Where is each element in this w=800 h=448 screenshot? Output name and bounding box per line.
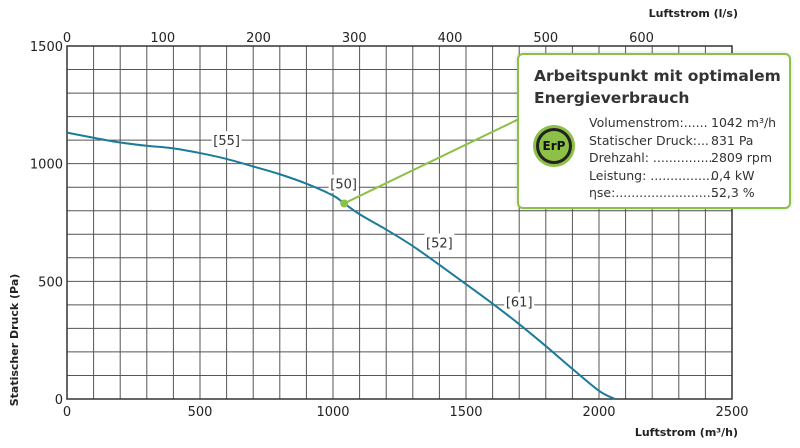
spec-label: Volumenstrom:......	[589, 115, 708, 130]
operating-point-leader-line	[343, 118, 520, 205]
curve-labels: [55] [50] [52] [61]	[211, 131, 535, 311]
spec-row-leistung: Leistung: .................0,4 kW	[589, 168, 789, 186]
y-axis-title: Statischer Druck (Pa)	[8, 274, 21, 407]
operating-point-layer	[340, 118, 520, 208]
x2-tick-label: 300	[342, 31, 367, 46]
curve-label-bg	[424, 233, 455, 252]
x2-tick-label: 500	[533, 31, 558, 46]
y-tick-label: 500	[38, 275, 63, 290]
curve-label-bg	[328, 174, 359, 193]
curve-label: [61]	[506, 295, 533, 310]
spec-row-statischer-druck: Statischer Druck:... 831 Pa	[589, 133, 789, 151]
y-tick-label: 1000	[30, 158, 63, 173]
plot-frame	[66, 45, 733, 400]
x2-axis-title: Luftstrom (l/s)	[649, 7, 738, 20]
operating-point-marker	[340, 199, 349, 208]
x-tick-label: 0	[63, 405, 71, 420]
spec-row-volumenstrom: Volumenstrom:...... 1042 m³/h	[589, 115, 789, 133]
curve-label: [50]	[330, 178, 357, 193]
curve-label: [55]	[213, 134, 240, 149]
x2-tick-label: 400	[438, 31, 463, 46]
operating-point-info-box: Arbeitspunkt mit optimalem Energieverbra…	[517, 53, 791, 209]
curve-label-bg	[504, 292, 535, 311]
spec-label: Drehzahl: ...............	[589, 150, 713, 165]
spec-label: Statischer Druck:...	[589, 132, 709, 148]
spec-value: 831 Pa	[711, 132, 754, 148]
spec-list: Volumenstrom:...... 1042 m³/h Statischer …	[589, 115, 789, 203]
curve-label-bg	[211, 131, 242, 150]
spec-value: 52,3 %	[711, 185, 755, 200]
erp-badge-label: ErP	[539, 131, 569, 161]
x-axis-title: Luftstrom (m³/h)	[635, 426, 738, 439]
axis-titles: Luftstrom (m³/h) Luftstrom (l/s) Statisc…	[8, 7, 738, 439]
x-tick-label: 2500	[715, 405, 748, 420]
spec-value: 1042 m³/h	[711, 115, 777, 130]
y-tick-label: 1500	[30, 40, 63, 55]
curve-label: [52]	[426, 237, 453, 252]
x-tick-label: 1500	[449, 405, 482, 420]
x2-tick-label: 100	[150, 31, 175, 46]
spec-value: 0,4 kW	[711, 167, 755, 183]
x2-tick-label: 0	[63, 31, 71, 46]
spec-row-efficiency: ηse:............................52,3 %	[589, 185, 789, 203]
erp-badge-icon: ErP	[533, 125, 575, 167]
info-title: Arbeitspunkt mit optimalem Energieverbra…	[534, 67, 781, 107]
spec-row-drehzahl: Drehzahl: ...............2809 rpm	[589, 150, 789, 168]
x-tick-label: 1000	[316, 405, 349, 420]
y-tick-label: 0	[55, 393, 63, 408]
x2-tick-label: 200	[246, 31, 271, 46]
tick-labels: 0 500 1000 1500 2000 2500 0 100 200 300 400 500 600 0…	[30, 31, 749, 420]
x-tick-label: 500	[188, 405, 213, 420]
spec-value: 2809 rpm	[711, 150, 773, 165]
spec-label: ηse:............................	[589, 185, 727, 200]
spec-label: Leistung: .................	[589, 167, 718, 183]
x2-tick-label: 600	[629, 31, 654, 46]
x-tick-label: 2000	[582, 405, 615, 420]
